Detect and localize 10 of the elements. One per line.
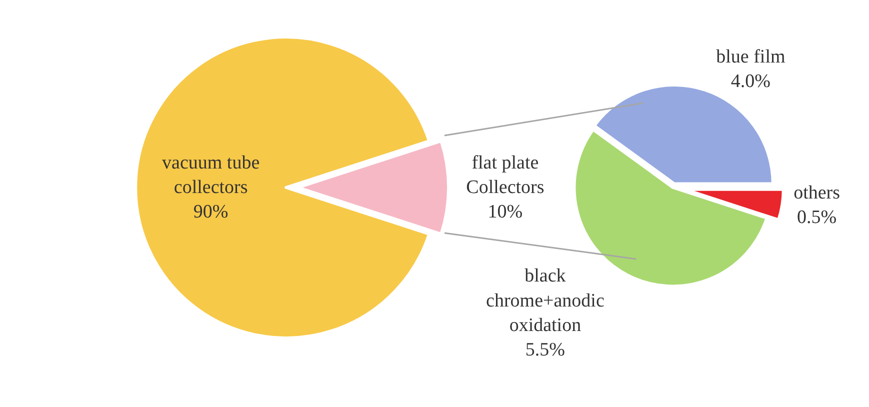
slice-label: vacuum tube collectors <box>162 152 260 198</box>
data-label: 90% <box>193 202 228 223</box>
slice-label: blue film <box>716 46 786 68</box>
slice-label: flat plate Collectors <box>466 152 544 198</box>
slice-label: others <box>794 182 840 204</box>
data-label: 0.5% <box>797 207 837 228</box>
data-label: 5.5% <box>525 340 566 361</box>
data-label: 10% <box>488 202 523 223</box>
slice-label: black chrome+anodic oxidation <box>486 266 604 336</box>
data-label: 4.0% <box>730 71 771 92</box>
